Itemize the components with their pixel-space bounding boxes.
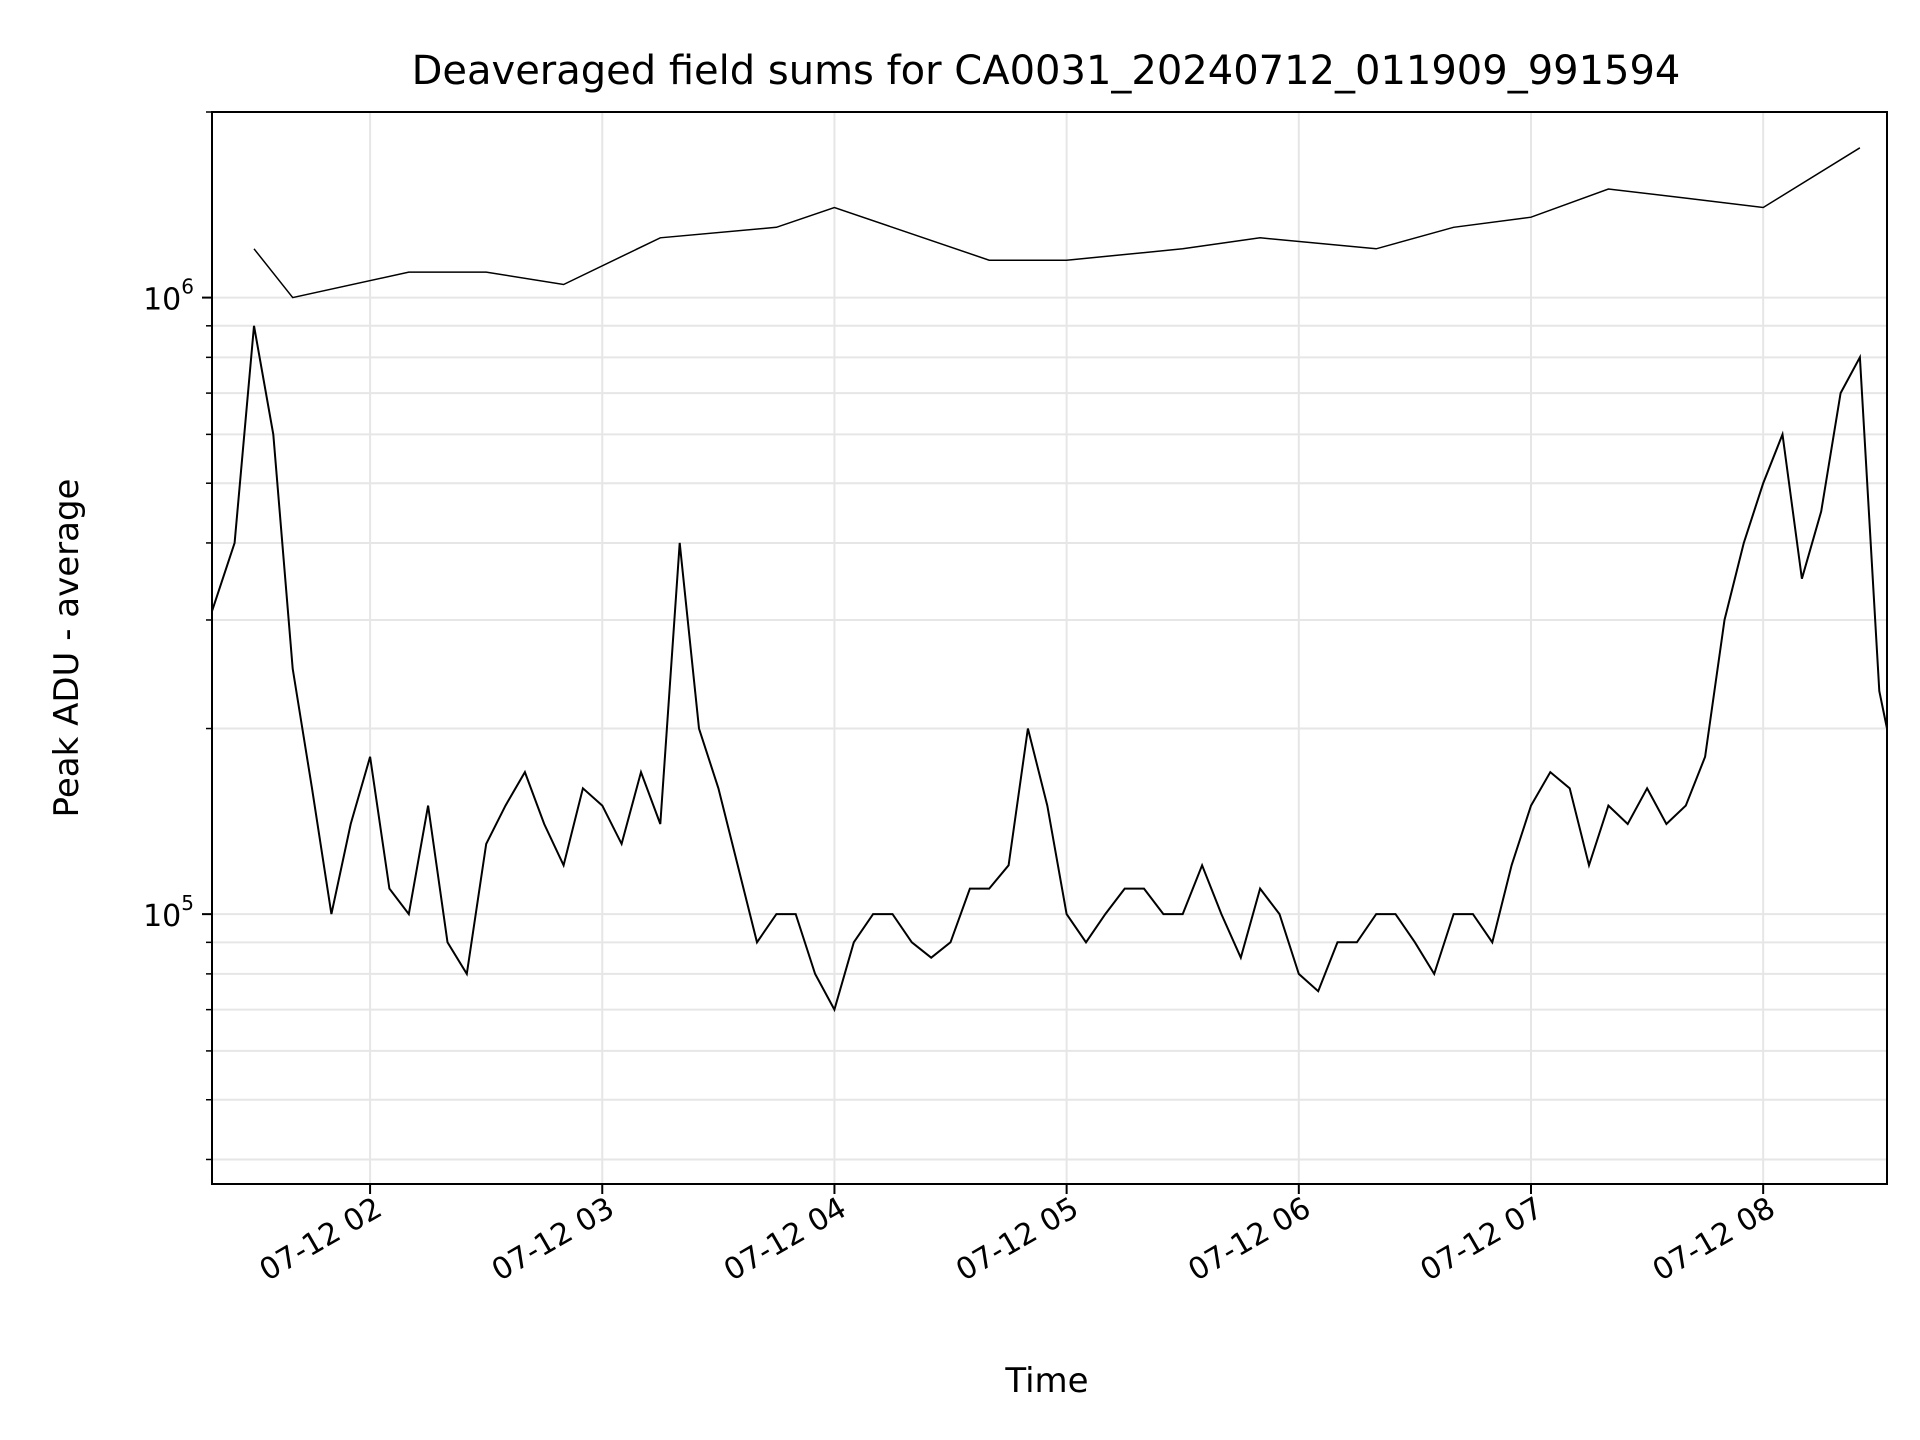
y-tick-label: 105	[143, 891, 194, 934]
chart-title: Deaveraged field sums for CA0031_2024071…	[412, 48, 1681, 94]
x-axis-label: Time	[1004, 1361, 1088, 1401]
y-axis-label: Peak ADU - average	[47, 479, 87, 818]
axes-frame	[211, 111, 1888, 1185]
y-tick-label: 106	[143, 275, 194, 318]
y-axis-ticks: 105 106	[143, 111, 212, 1161]
data-series-line	[211, 325, 1888, 1013]
grid-lines	[212, 111, 1887, 1184]
plot-area	[211, 147, 1888, 1013]
data-series-line	[253, 147, 1861, 299]
